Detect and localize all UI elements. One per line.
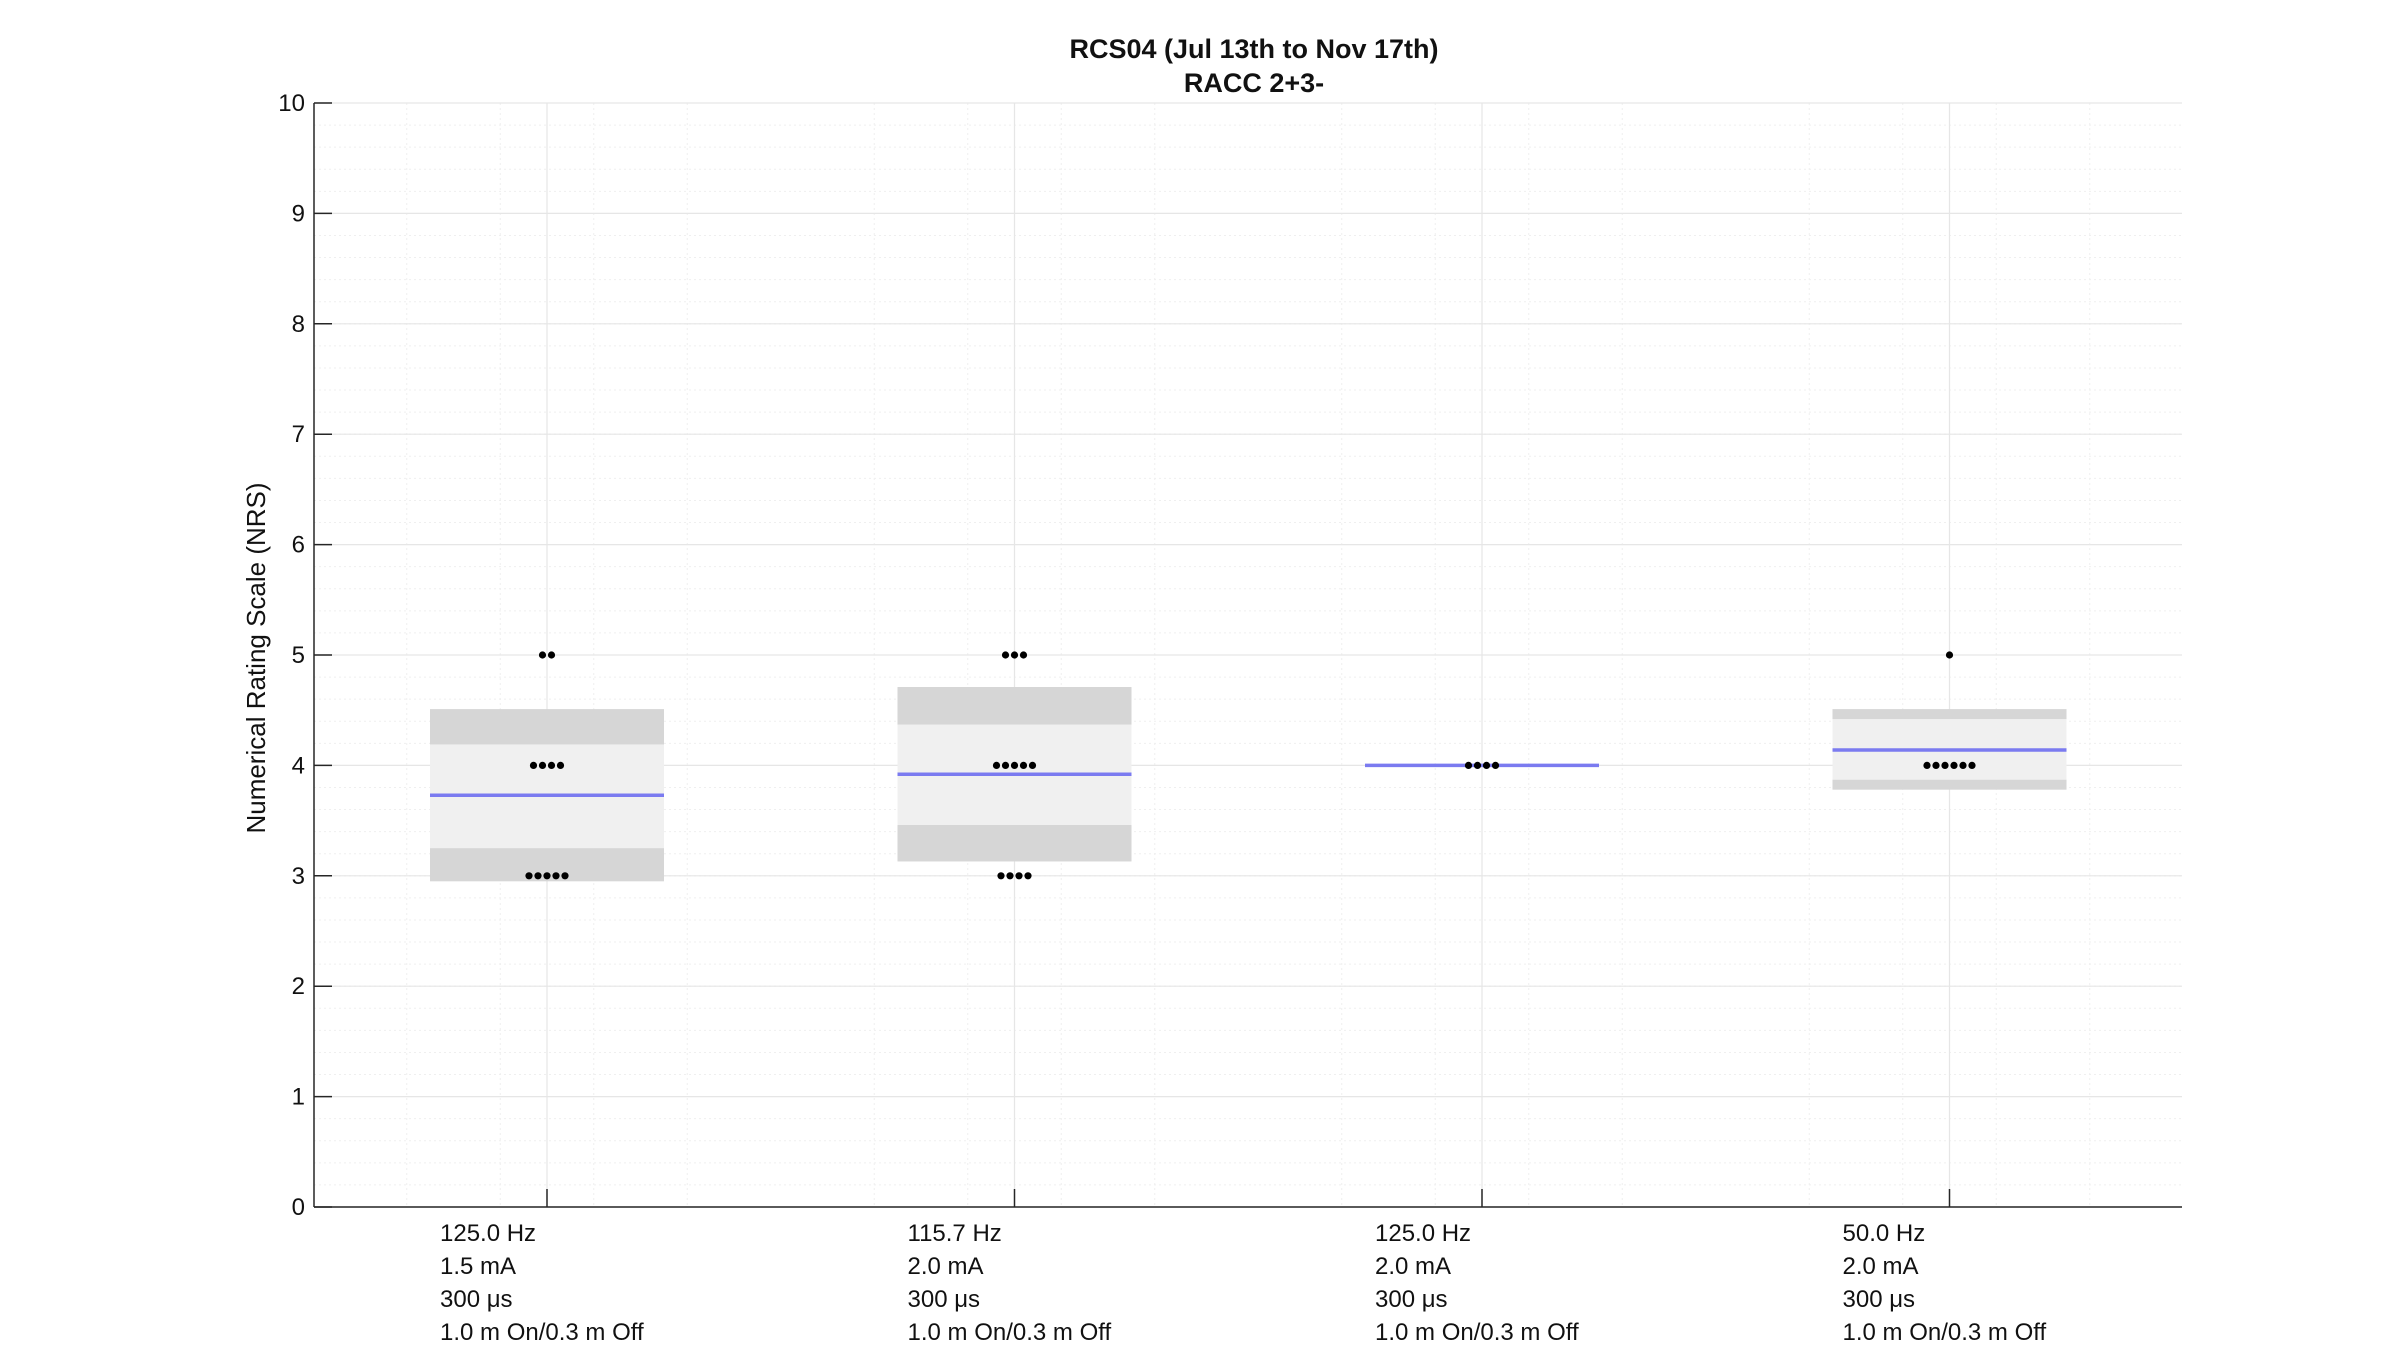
x-tick-label-line: 125.0 Hz <box>1375 1220 1471 1247</box>
data-point <box>1923 761 1931 770</box>
data-point <box>538 651 547 659</box>
data-point <box>1019 761 1028 770</box>
x-tick-label: 125.0 Hz 2.0 mA 300 μs 1.0 m On/0.3 m Off <box>1375 1220 1579 1346</box>
x-tick-label-line: 125.0 Hz <box>440 1220 536 1247</box>
data-point <box>1028 761 1037 770</box>
x-tick-label-line: 300 μs <box>908 1286 981 1313</box>
x-tick-label-line: 1.0 m On/0.3 m Off <box>908 1319 1112 1346</box>
data-point <box>1024 872 1032 880</box>
data-point <box>1950 761 1958 770</box>
data-point <box>1945 651 1954 659</box>
bands <box>430 687 2067 882</box>
x-tick-label: 50.0 Hz 2.0 mA 300 μs 1.0 m On/0.3 m Off <box>1843 1220 2047 1346</box>
y-tick-label: 6 <box>292 532 305 559</box>
x-tick-label-line: 1.5 mA <box>440 1253 516 1280</box>
grid <box>314 102 2182 1208</box>
data-point <box>543 872 551 880</box>
y-tick-label: 1 <box>292 1084 305 1111</box>
data-point <box>1482 761 1491 770</box>
y-tick-label: 0 <box>292 1194 305 1221</box>
y-tick-label: 10 <box>278 90 305 117</box>
data-points <box>525 651 1976 880</box>
data-point <box>1010 651 1019 659</box>
y-tick-label: 9 <box>292 200 305 227</box>
x-tick-label: 125.0 Hz 1.5 mA 300 μs 1.0 m On/0.3 m Off <box>440 1220 644 1346</box>
data-point <box>538 761 547 770</box>
x-tick-label-line: 2.0 mA <box>1843 1253 1919 1280</box>
data-point <box>1491 761 1500 770</box>
data-point <box>525 872 533 880</box>
data-point <box>547 761 556 770</box>
y-axis-label: Numerical Rating Scale (NRS) <box>241 482 271 833</box>
x-tick-label-line: 1.0 m On/0.3 m Off <box>1375 1319 1579 1346</box>
data-point <box>1019 651 1028 659</box>
x-tick-label-line: 1.0 m On/0.3 m Off <box>440 1319 644 1346</box>
x-tick-label-line: 300 μs <box>440 1286 513 1313</box>
chart-subtitle: RACC 2+3- <box>1184 68 1324 98</box>
data-point <box>547 651 556 659</box>
data-point <box>1932 761 1940 770</box>
y-tick-label: 4 <box>292 752 305 779</box>
x-tick-label-line: 1.0 m On/0.3 m Off <box>1843 1319 2047 1346</box>
y-tick-label: 3 <box>292 863 305 890</box>
y-tick-label: 7 <box>292 421 305 448</box>
data-point <box>1464 761 1473 770</box>
data-point <box>534 872 542 880</box>
data-point <box>529 761 538 770</box>
data-point <box>1473 761 1482 770</box>
data-point <box>1001 651 1010 659</box>
data-point <box>997 872 1005 880</box>
data-point <box>1010 761 1019 770</box>
tick-labels: 0 1 2 3 4 5 6 7 8 9 10 125.0 Hz 1.5 mA 300 μs 1.0 m On… <box>278 90 2046 1346</box>
data-point <box>1968 761 1976 770</box>
mean-lines <box>430 748 2067 797</box>
data-point <box>1959 761 1967 770</box>
data-point <box>561 872 569 880</box>
data-point <box>1001 761 1010 770</box>
x-tick-label-line: 300 μs <box>1843 1286 1916 1313</box>
data-point <box>1941 761 1949 770</box>
data-point <box>992 761 1001 770</box>
axes <box>313 102 2182 1208</box>
x-tick-label: 115.7 Hz 2.0 mA 300 μs 1.0 m On/0.3 m Off <box>908 1220 1112 1346</box>
y-tick-label: 8 <box>292 311 305 338</box>
x-tick-label-line: 115.7 Hz <box>908 1220 1002 1247</box>
x-tick-label-line: 300 μs <box>1375 1286 1448 1313</box>
x-tick-label-line: 2.0 mA <box>908 1253 984 1280</box>
y-tick-label: 2 <box>292 973 305 1000</box>
x-tick-label-line: 50.0 Hz <box>1843 1220 1926 1247</box>
data-point <box>552 872 560 880</box>
data-point <box>1006 872 1014 880</box>
chart-title: RCS04 (Jul 13th to Nov 17th) <box>1069 34 1438 64</box>
x-tick-label-line: 2.0 mA <box>1375 1253 1451 1280</box>
y-tick-label: 5 <box>292 642 305 669</box>
data-point <box>556 761 565 770</box>
data-point <box>1015 872 1023 880</box>
